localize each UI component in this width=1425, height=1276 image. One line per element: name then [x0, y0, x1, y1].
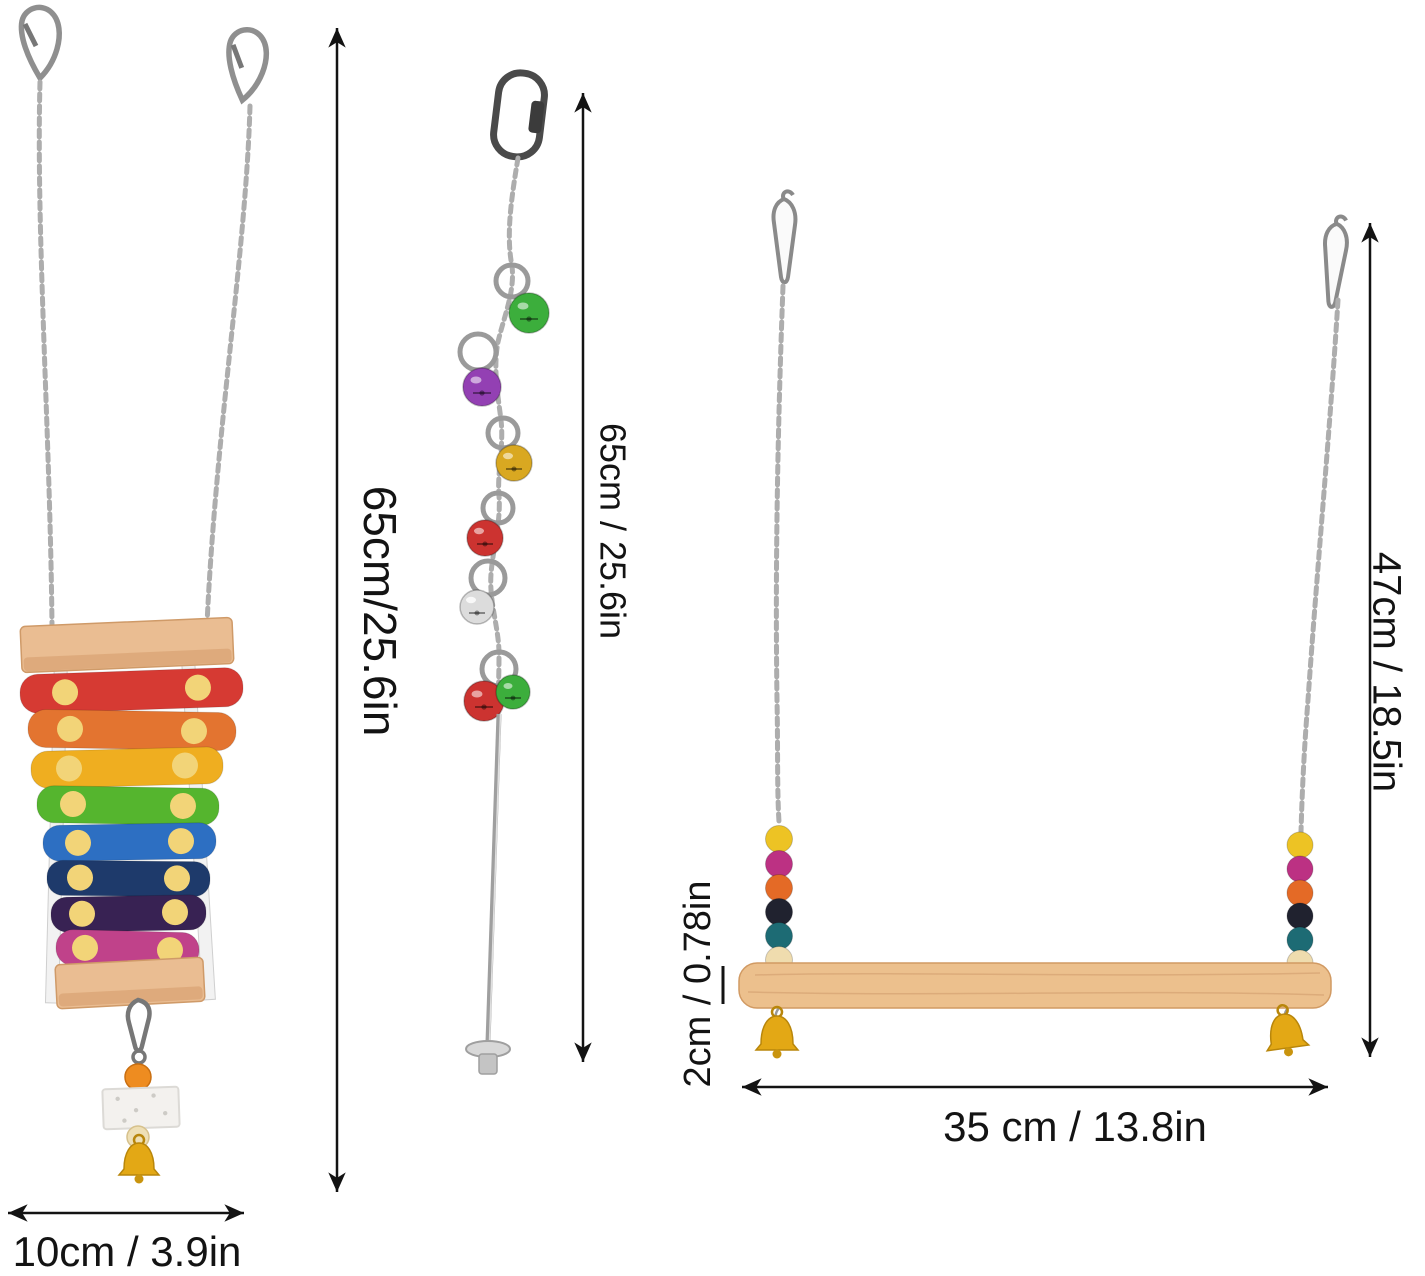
xylophone-top-wood [19, 616, 235, 674]
dimension-label-xylophone-width: 10cm / 3.9in [13, 1228, 242, 1275]
bell-icon [1265, 1003, 1311, 1057]
skewer-rod-highlight [488, 713, 502, 1043]
peg-dot [65, 829, 92, 856]
xylophone-bar-green [36, 785, 220, 826]
xylophone-bar-navy [46, 859, 211, 898]
hanger-bead [124, 1063, 152, 1091]
split-ring-icon [480, 490, 516, 526]
swing-toy [738, 189, 1349, 1059]
skewer-base-nut [478, 1053, 498, 1075]
bell-chain-toy [457, 69, 550, 1075]
peg-dot [60, 791, 87, 818]
peg-dot [156, 937, 183, 964]
jingle-bell-red [466, 519, 504, 557]
peg-dot [52, 679, 79, 706]
hanging-chain [204, 103, 253, 627]
hanging-chain [36, 79, 55, 629]
xylophone-bar-orange [27, 708, 237, 752]
clip-hook-icon [125, 997, 152, 1065]
bead-stack-right [1286, 831, 1314, 977]
peg-dot [69, 900, 96, 927]
dimension-label-swing-height: 47cm / 18.5in [1364, 552, 1408, 792]
bead-stack-left [765, 825, 793, 974]
bell-icon [754, 1005, 800, 1059]
peg-dot [180, 718, 207, 745]
dimension-label-swing-width: 35 cm / 13.8in [943, 1103, 1207, 1150]
peg-dot [169, 792, 196, 819]
jingle-bell-gold [495, 444, 533, 482]
quick-link-hook-icon [490, 69, 548, 161]
carabiner-hook-icon [226, 27, 270, 105]
jingle-bell-red [463, 680, 505, 722]
mineral-block [101, 1085, 181, 1131]
jingle-bell-purple [462, 367, 502, 407]
peg-dot [167, 828, 194, 855]
hanging-chain [1298, 297, 1341, 835]
xylophone-bar-purple [50, 894, 207, 933]
clip-hook-icon [771, 189, 798, 285]
swing-perch-bar [738, 962, 1332, 1009]
jingle-bell-green [508, 292, 550, 334]
hanging-chain [488, 155, 521, 717]
peg-dot [171, 752, 198, 779]
split-ring-icon [493, 262, 531, 300]
peg-dot [163, 865, 190, 892]
peg-dot [161, 899, 188, 926]
jingle-bell-silver [459, 589, 495, 625]
xylophone-bar-blue [42, 822, 217, 862]
peg-dot [72, 934, 99, 961]
bell-icon [117, 1133, 161, 1184]
dimension-label-bellchain-height: 65cm / 25.6in [592, 423, 633, 639]
jingle-bell-green [495, 674, 531, 710]
peg-dot [67, 864, 94, 891]
xylophone-bottom-wood [54, 956, 206, 1010]
hanging-chain [773, 283, 786, 825]
clip-hook-icon [1323, 214, 1349, 309]
peg-dot [56, 755, 83, 782]
xylophone-toy [18, 4, 270, 1184]
split-ring-icon [485, 415, 521, 451]
skewer-rod [485, 713, 502, 1043]
carabiner-hook-icon [18, 4, 62, 83]
peg-dot [57, 715, 84, 742]
xylophone-bar-red [19, 667, 244, 714]
dimension-label-swing-thickness: 2cm / 0.78in [677, 881, 719, 1088]
dimension-label-xylophone-height: 65cm/25.6in [354, 486, 406, 737]
peg-dot [184, 674, 211, 701]
split-ring-icon [457, 331, 499, 373]
dimension-annotations: 65cm/25.6in 65cm / 25.6in 47cm / 18.5in … [8, 28, 1408, 1275]
xylophone-bar-yellow [30, 746, 224, 789]
